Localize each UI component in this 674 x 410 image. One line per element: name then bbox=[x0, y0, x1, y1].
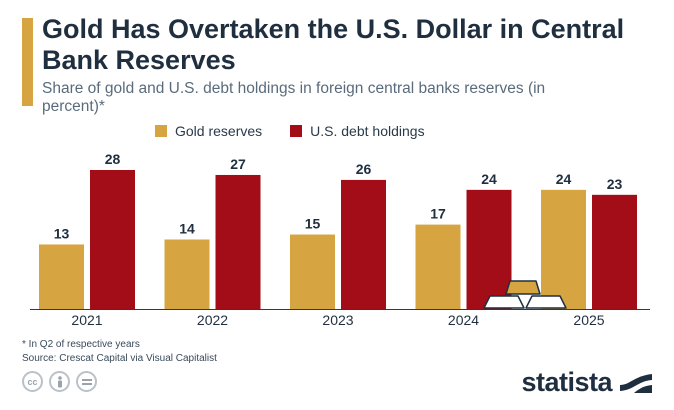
data-label-gold-2021: 13 bbox=[54, 225, 70, 241]
brand-name: statista bbox=[521, 367, 612, 397]
footnote-source: Source: Crescat Capital via Visual Capit… bbox=[22, 353, 217, 364]
statista-logo-icon bbox=[620, 373, 652, 393]
x-tick-label-2023: 2023 bbox=[322, 312, 353, 328]
legend-item-gold: Gold reserves bbox=[155, 123, 262, 139]
chart-subtitle: Share of gold and U.S. debt holdings in … bbox=[42, 80, 562, 116]
legend-swatch-usdebt bbox=[290, 125, 303, 137]
data-label-gold-2025: 24 bbox=[556, 171, 572, 187]
license-icons: cc bbox=[22, 371, 97, 392]
data-label-usdebt-2022: 27 bbox=[230, 156, 246, 172]
bar-usdebt-2024 bbox=[466, 189, 512, 309]
data-label-gold-2022: 14 bbox=[179, 221, 195, 237]
footnote: * In Q2 of respective years Source: Cres… bbox=[22, 338, 217, 366]
bar-gold-2024 bbox=[415, 224, 461, 309]
attribution-icon[interactable] bbox=[49, 371, 70, 392]
cc-icon[interactable]: cc bbox=[22, 371, 43, 392]
chart-title: Gold Has Overtaken the U.S. Dollar in Ce… bbox=[42, 14, 625, 75]
gold-bars-illustration bbox=[483, 280, 567, 309]
bar-usdebt-2022 bbox=[215, 174, 261, 309]
statista-logo[interactable]: statista bbox=[521, 367, 652, 398]
data-label-usdebt-2025: 23 bbox=[607, 176, 623, 192]
legend-swatch-gold bbox=[155, 125, 167, 137]
x-tick-label-2025: 2025 bbox=[573, 312, 604, 328]
chart-subtitle-text: Share of gold and U.S. debt holdings in … bbox=[42, 80, 546, 115]
title-accent-bar bbox=[22, 18, 33, 106]
bar-gold-2025 bbox=[541, 189, 586, 309]
data-label-gold-2023: 15 bbox=[305, 216, 321, 232]
legend-label-gold: Gold reserves bbox=[175, 123, 263, 139]
x-tick-label-2021: 2021 bbox=[71, 312, 102, 328]
bar-gold-2023 bbox=[290, 234, 335, 309]
footnote-note: * In Q2 of respective years bbox=[22, 339, 140, 350]
bar-usdebt-2021 bbox=[90, 170, 135, 309]
bar-usdebt-2025 bbox=[592, 194, 637, 309]
data-label-gold-2024: 17 bbox=[430, 206, 446, 222]
legend-label-usdebt: U.S. debt holdings bbox=[310, 123, 425, 139]
x-tick-label-2022: 2022 bbox=[197, 312, 228, 328]
bar-gold-2021 bbox=[39, 244, 84, 309]
legend: Gold reserves U.S. debt holdings bbox=[155, 123, 425, 139]
bar-usdebt-2023 bbox=[341, 179, 386, 309]
data-label-usdebt-2024: 24 bbox=[481, 171, 497, 187]
no-derivatives-icon[interactable] bbox=[76, 371, 97, 392]
x-tick-label-2024: 2024 bbox=[448, 312, 479, 328]
bar-gold-2022 bbox=[164, 239, 210, 309]
data-label-usdebt-2023: 26 bbox=[356, 161, 372, 177]
data-label-usdebt-2021: 28 bbox=[105, 151, 121, 167]
legend-item-usdebt: U.S. debt holdings bbox=[290, 123, 425, 139]
